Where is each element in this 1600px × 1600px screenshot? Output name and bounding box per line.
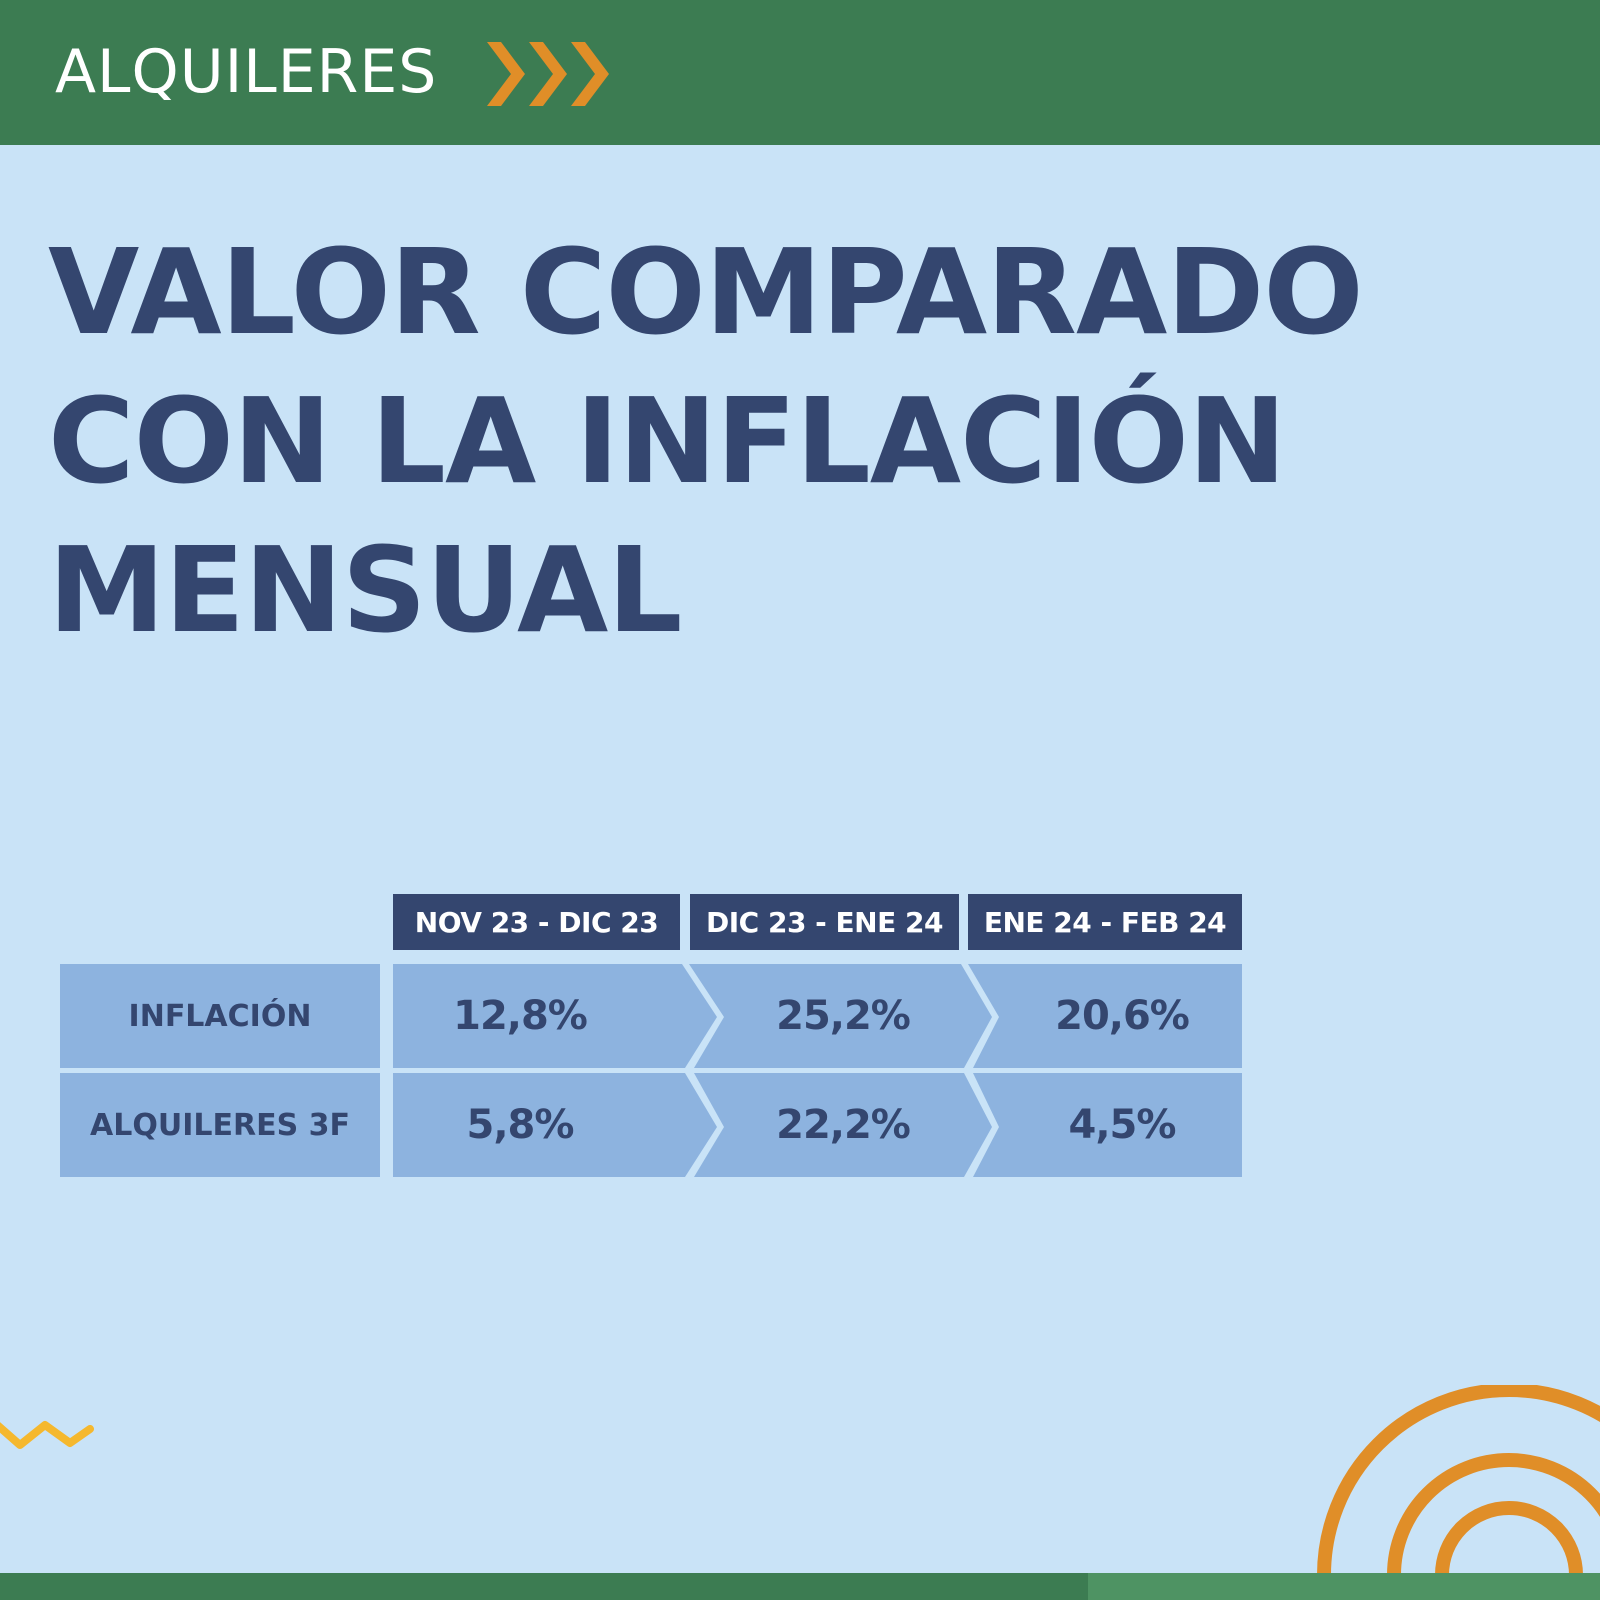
column-header: NOV 23 - DIC 23	[393, 894, 680, 950]
table-cell: 5,8%	[466, 1102, 575, 1148]
title-line-1: VALOR COMPARADO	[48, 223, 1364, 361]
page-title: VALOR COMPARADO CON LA INFLACIÓN MENSUAL	[48, 218, 1588, 665]
title-line-3: MENSUAL	[48, 521, 682, 659]
section-title: ALQUILERES	[55, 37, 438, 107]
table-cell: 12,8%	[453, 993, 588, 1039]
zigzag-icon	[0, 1421, 94, 1449]
table-cell: 20,6%	[1055, 993, 1190, 1039]
chevrons-icon	[487, 42, 609, 106]
column-header: DIC 23 - ENE 24	[690, 894, 959, 950]
table-cell: 4,5%	[1068, 1102, 1177, 1148]
footer-bar-accent	[1088, 1573, 1600, 1600]
header-bar: ALQUILERES	[0, 0, 1600, 145]
footer-bar	[0, 1573, 1088, 1600]
row-label: ALQUILERES 3F	[60, 1073, 380, 1177]
table-cell: 25,2%	[776, 993, 911, 1039]
column-header: ENE 24 - FEB 24	[968, 894, 1242, 950]
concentric-arcs-icon	[1317, 1385, 1600, 1575]
row-label: INFLACIÓN	[60, 964, 380, 1068]
title-line-2: CON LA INFLACIÓN	[48, 372, 1287, 510]
table-cell: 22,2%	[776, 1102, 911, 1148]
